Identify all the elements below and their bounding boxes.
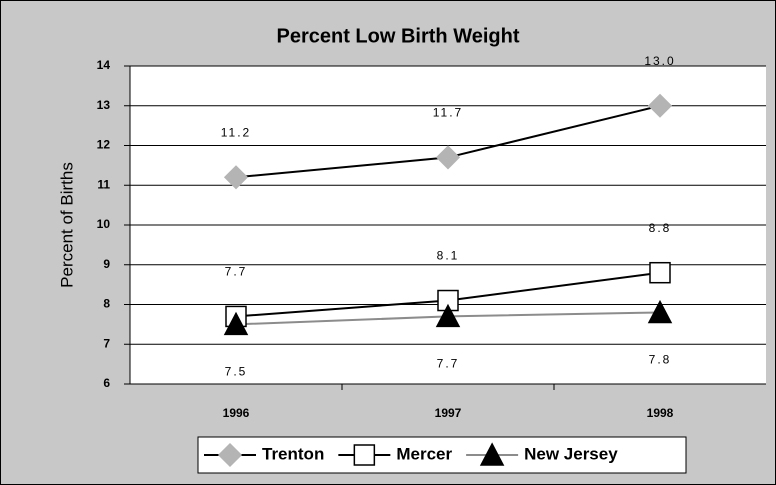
data-label: 13.0	[644, 54, 675, 68]
legend-label: New Jersey	[524, 444, 618, 463]
data-label: 7.7	[437, 357, 460, 371]
x-tick-label: 1996	[223, 406, 250, 420]
y-axis-label: Percent of Births	[57, 162, 76, 288]
data-label: 7.7	[225, 265, 248, 279]
legend-marker	[353, 444, 376, 466]
data-label: 7.5	[225, 365, 248, 379]
chart-title: Percent Low Birth Weight	[277, 25, 520, 47]
y-tick-label: 10	[97, 217, 111, 231]
data-point	[647, 93, 673, 118]
y-tick-label: 7	[103, 336, 110, 350]
y-tick-label: 12	[97, 138, 111, 152]
data-label: 8.8	[649, 221, 672, 235]
y-tick-label: 8	[103, 297, 110, 311]
data-label: 7.8	[649, 353, 672, 367]
data-point	[647, 299, 673, 324]
y-tick-label: 11	[97, 177, 110, 191]
data-point	[435, 303, 461, 328]
y-tick-label: 9	[103, 257, 110, 271]
y-tick-label: 14	[97, 58, 111, 72]
data-point	[223, 311, 249, 336]
data-label: 8.1	[437, 249, 460, 263]
data-label: 11.7	[433, 106, 463, 120]
data-point	[435, 145, 461, 170]
y-tick-label: 13	[97, 98, 111, 112]
x-tick-label: 1998	[647, 406, 674, 420]
data-point	[649, 261, 671, 284]
legend	[197, 436, 687, 474]
x-tick-label: 1997	[435, 406, 462, 420]
legend-marker	[217, 442, 243, 468]
legend-label: Trenton	[262, 444, 324, 463]
data-label: 11.2	[221, 125, 251, 139]
legend-label: Mercer	[396, 444, 452, 463]
data-point	[223, 165, 249, 190]
legend-marker	[479, 442, 505, 466]
y-tick-label: 6	[103, 376, 110, 390]
